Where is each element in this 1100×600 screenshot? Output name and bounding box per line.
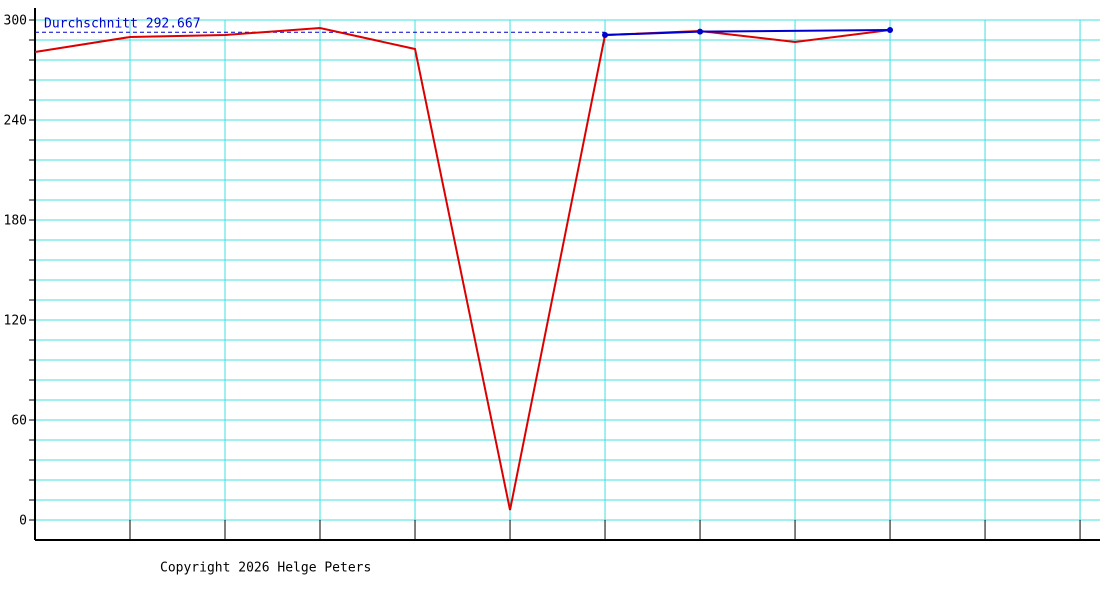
average-label: Durchschnitt 292.667 <box>44 17 201 32</box>
point <box>887 27 894 33</box>
series-line <box>34 26 891 511</box>
point <box>697 28 704 35</box>
point <box>602 32 609 38</box>
footer: Copyright 2026 Helge Peters <box>160 561 371 576</box>
y-tick-label: 60 <box>11 414 27 429</box>
y-tick-label: 180 <box>4 214 27 229</box>
y-tick-label: 240 <box>4 114 27 129</box>
series-line <box>604 29 891 36</box>
y-tick-label: 0 <box>19 514 27 529</box>
y-tick-label: 120 <box>4 314 27 329</box>
y-tick-label: 300 <box>4 14 27 29</box>
